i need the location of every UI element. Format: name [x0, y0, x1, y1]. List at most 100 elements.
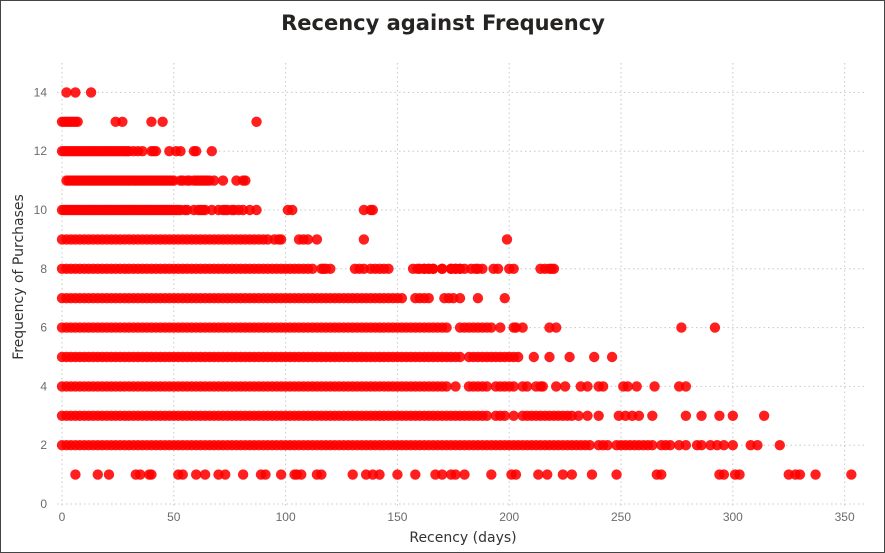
data-point [508, 381, 519, 392]
data-point [61, 87, 72, 98]
x-axis-ticks: 0 50 100 150 200 250 300 350 [59, 510, 855, 524]
data-point [150, 146, 162, 157]
data-point [696, 440, 707, 451]
data-point [275, 469, 287, 480]
x-tick-label: 0 [59, 510, 66, 524]
data-point [287, 204, 298, 216]
data-point [631, 381, 642, 392]
data-point [325, 263, 336, 274]
chart-title: Recency against Frequency [281, 11, 605, 35]
data-point [510, 469, 522, 480]
data-point [177, 469, 188, 480]
data-point [275, 234, 287, 245]
data-point [544, 351, 555, 363]
y-tick-label: 4 [40, 379, 47, 393]
data-point [146, 116, 157, 128]
data-point [501, 234, 513, 245]
data-point [584, 440, 595, 451]
data-point [752, 440, 763, 451]
data-point [190, 146, 202, 157]
data-point [450, 381, 461, 392]
data-point [718, 440, 730, 451]
data-point [396, 293, 408, 304]
data-point [486, 469, 497, 480]
data-point [566, 469, 578, 480]
x-tick-label: 300 [723, 510, 743, 524]
data-point [190, 469, 202, 480]
data-point [680, 440, 692, 451]
data-point [550, 322, 562, 333]
data-point [175, 146, 186, 157]
data-point [588, 351, 600, 363]
data-point [441, 381, 452, 392]
data-point [296, 469, 307, 480]
y-axis-title: Frequency of Purchases [11, 194, 27, 360]
data-point [611, 469, 622, 480]
data-point [481, 410, 493, 421]
data-points [56, 87, 857, 480]
data-point [495, 322, 506, 333]
data-point [441, 322, 452, 333]
data-point [358, 234, 370, 245]
data-point [718, 469, 730, 480]
data-point [367, 204, 379, 216]
data-point [593, 410, 604, 421]
y-tick-label: 8 [40, 262, 47, 276]
data-point [727, 410, 739, 421]
data-point [450, 469, 461, 480]
data-point [758, 410, 770, 421]
data-point [316, 469, 327, 480]
data-point [103, 469, 115, 480]
data-point [582, 410, 593, 421]
data-point [573, 410, 584, 421]
data-point [499, 410, 510, 421]
y-tick-label: 6 [40, 321, 47, 335]
data-point [647, 440, 658, 451]
data-point [251, 116, 262, 128]
data-point [533, 469, 544, 480]
data-point [586, 469, 598, 480]
data-point [237, 469, 249, 480]
data-point [492, 263, 504, 274]
data-point [647, 410, 658, 421]
data-point [517, 322, 528, 333]
data-point [251, 204, 262, 216]
data-point [794, 469, 806, 480]
data-point [550, 381, 562, 392]
data-point [528, 351, 540, 363]
data-point [92, 469, 103, 480]
data-point [436, 263, 448, 274]
data-point [454, 293, 466, 304]
data-point [680, 381, 692, 392]
data-point [714, 410, 725, 421]
data-point [410, 469, 421, 480]
data-point [240, 175, 251, 186]
data-point [649, 381, 660, 392]
data-point [70, 87, 81, 98]
data-point [217, 175, 229, 186]
data-point [727, 440, 739, 451]
y-tick-label: 14 [34, 85, 48, 99]
data-point [137, 146, 148, 157]
data-point [559, 381, 571, 392]
data-point [696, 410, 707, 421]
data-point [220, 469, 231, 480]
data-point [454, 351, 466, 363]
data-point [633, 410, 645, 421]
x-tick-label: 350 [835, 510, 855, 524]
data-point [459, 469, 470, 480]
data-point [436, 469, 448, 480]
x-axis-title: Recency (days) [409, 530, 516, 546]
data-point [846, 469, 857, 480]
data-point [499, 293, 510, 304]
data-point [665, 440, 676, 451]
data-point [135, 469, 146, 480]
data-point [512, 351, 524, 363]
data-point [810, 469, 821, 480]
data-point [70, 469, 81, 480]
data-point [622, 381, 633, 392]
data-point [676, 322, 687, 333]
data-point [392, 469, 403, 480]
